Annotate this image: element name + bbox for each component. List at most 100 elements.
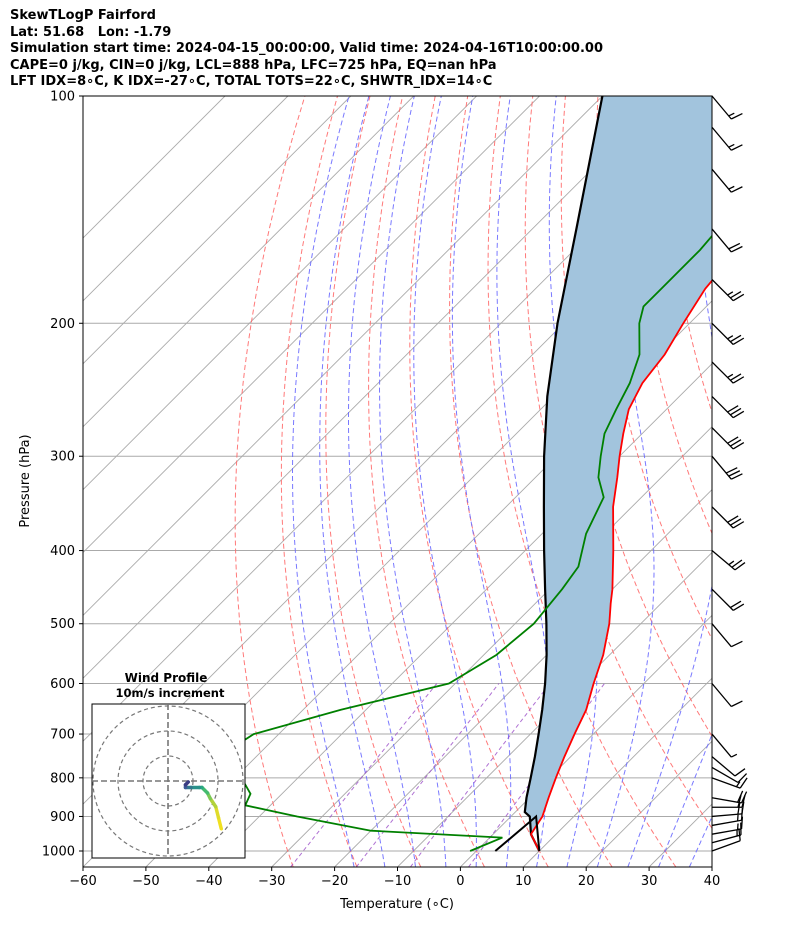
- dry-adiabat: [728, 96, 794, 867]
- wind-barb: [711, 95, 743, 120]
- dry-adiabat: [280, 96, 358, 867]
- y-axis-label: Pressure (hPa): [18, 434, 33, 527]
- isotherm-gridline: [145, 300, 712, 867]
- y-tick-label: 300: [50, 450, 75, 465]
- moist-adiabat: [658, 732, 712, 867]
- barb-staff: [711, 506, 734, 529]
- isotherm-gridline: [460, 614, 712, 867]
- header-line-4: CAPE=0 j/kg, CIN=0 j/kg, LCL=888 hPa, LF…: [10, 57, 497, 73]
- isotherm-gridline: [83, 96, 603, 617]
- barb-staff: [711, 550, 736, 571]
- x-tick-label: −10: [384, 874, 411, 889]
- wind-barb: [711, 550, 746, 571]
- barb-half-flag: [727, 291, 734, 296]
- hodograph: Wind Profile 10m/s increment: [91, 671, 246, 859]
- barb-flag: [727, 405, 739, 413]
- barb-flag: [732, 337, 745, 346]
- mixing-ratio-line: [290, 683, 438, 867]
- barb-staff: [711, 813, 742, 818]
- x-tick-label: −30: [258, 874, 285, 889]
- barb-flag: [727, 436, 739, 444]
- barb-flag: [730, 144, 743, 151]
- x-tick-label: 10: [515, 874, 532, 889]
- barb-flag: [734, 768, 746, 777]
- isotherm-gridline: [522, 677, 712, 867]
- barb-staff: [711, 361, 734, 384]
- barb-flag: [730, 112, 743, 120]
- barb-staff: [711, 588, 734, 611]
- x-tick-label: −40: [195, 874, 222, 889]
- hodograph-plot: [92, 704, 245, 858]
- isotherm-gridline: [83, 96, 666, 679]
- header-line-5: LFT IDX=8∘C, K IDX=-27∘C, TOTAL TOTS=22∘…: [10, 74, 493, 89]
- wind-barb: [711, 822, 742, 844]
- moist-adiabat: [378, 96, 447, 867]
- moist-adiabat: [496, 96, 551, 867]
- wind-barb: [711, 455, 743, 480]
- barb-staff: [711, 168, 732, 193]
- moist-adiabat: [292, 96, 355, 867]
- barb-flag: [730, 518, 742, 526]
- moist-adiabat: [451, 96, 512, 867]
- barb-flag: [734, 562, 746, 571]
- barb-half-flag: [727, 373, 734, 379]
- barb-staff: [711, 427, 734, 450]
- barb-flag: [730, 473, 743, 480]
- barb-staff: [711, 322, 734, 345]
- parcel-profile-line: [523, 96, 604, 852]
- dewpoint-profile-line: [217, 234, 712, 852]
- dry-adiabat: [368, 96, 485, 867]
- mixing-ratio-line: [468, 683, 605, 867]
- barb-staff: [711, 766, 739, 783]
- surface-parcel-line: [494, 814, 541, 852]
- hodograph-subtitle: 10m/s increment: [116, 686, 225, 700]
- barb-flag: [730, 290, 742, 299]
- moist-adiabat: [319, 96, 386, 867]
- dry-adiabat: [325, 96, 422, 867]
- barb-flag: [727, 515, 739, 523]
- dry-adiabat: [524, 96, 712, 830]
- barb-half-flag: [727, 335, 734, 340]
- temperature-profile-line: [529, 279, 712, 852]
- wind-barb: [711, 168, 743, 193]
- barb-staff: [711, 395, 734, 419]
- y-tick-label: 400: [50, 544, 75, 559]
- barb-flag: [728, 470, 741, 477]
- y-tick-label: 200: [50, 317, 75, 332]
- wind-barb: [711, 228, 743, 253]
- wind-barb: [711, 395, 745, 419]
- barb-staff: [711, 126, 732, 151]
- wind-barb: [711, 126, 743, 151]
- barb-flag: [737, 790, 744, 803]
- isotherm-gridline: [83, 96, 477, 491]
- isotherm-gridline: [334, 488, 712, 867]
- dry-adiabat: [409, 96, 549, 867]
- barb-flag: [732, 293, 745, 302]
- barb-staff: [711, 840, 741, 852]
- moist-adiabat: [627, 96, 712, 867]
- wind-barb: [711, 790, 748, 804]
- barb-flag: [732, 603, 745, 611]
- barb-flag: [740, 791, 748, 804]
- mixing-ratio-line: [409, 683, 551, 867]
- barb-flag: [730, 245, 743, 253]
- barb-flag: [725, 467, 738, 474]
- x-tick-label: 20: [578, 874, 595, 889]
- isotherm-gridline: [775, 96, 794, 867]
- dry-adiabat: [761, 96, 794, 867]
- barb-flag: [730, 439, 742, 447]
- x-axis-label: Temperature (∘C): [339, 897, 454, 912]
- barb-staff: [711, 279, 734, 302]
- hodograph-segment: [214, 805, 221, 820]
- isotherm-gridline: [83, 96, 289, 302]
- header-line-1: SkewTLogP Fairford: [10, 8, 156, 23]
- barb-flag: [738, 828, 741, 841]
- moist-adiabat: [348, 96, 416, 867]
- wind-barb: [711, 279, 745, 302]
- x-tick-label: −50: [132, 874, 159, 889]
- barb-flag: [732, 441, 745, 450]
- axes: −60 −50 −40 −30 −20 −10 0 10 20 30 40 1000 900 800 700…: [42, 90, 720, 890]
- barb-staff: [711, 455, 732, 480]
- barb-flag: [728, 242, 741, 250]
